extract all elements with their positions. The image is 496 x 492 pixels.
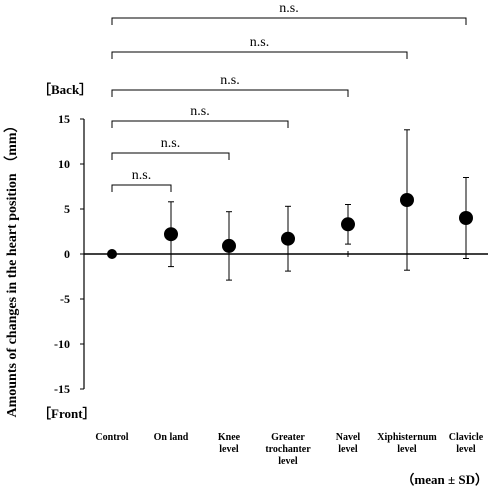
significance-brackets: n.s. n.s. n.s. n.s. n.s. n.s. (111, 1, 467, 192)
significance-bracket (111, 89, 349, 97)
y-tick-label: 5 (64, 202, 70, 216)
data-point (164, 227, 178, 242)
significance-bracket (111, 152, 230, 160)
data-point (341, 217, 355, 232)
significance-label: n.s. (279, 1, 298, 16)
significance-bracket (111, 184, 172, 192)
labels: Control On land Knee level Greater trochanter… (4, 82, 488, 487)
y-tick-label: 0 (64, 247, 70, 261)
x-tick-label: Navel level (336, 432, 361, 455)
y-axis-label: Amounts of changes in the heart position… (4, 118, 20, 417)
significance-label: n.s. (190, 104, 209, 119)
significance-bracket (111, 120, 289, 128)
significance-label: n.s. (132, 168, 151, 183)
front-label: ［Front］ (38, 406, 96, 421)
y-tick-label: -5 (60, 292, 70, 306)
data-point (281, 231, 295, 246)
data-marks (107, 129, 473, 281)
significance-label: n.s. (220, 73, 239, 88)
x-tick-label: Control (95, 432, 128, 443)
significance-label: n.s. (161, 136, 180, 151)
x-tick-label: Knee level (218, 432, 241, 455)
y-tick-label: -15 (54, 382, 70, 396)
y-tick-label: 15 (58, 112, 70, 126)
significance-bracket (111, 51, 408, 59)
back-label: ［Back］ (38, 82, 92, 97)
y-tick-label: -10 (54, 337, 70, 351)
significance-bracket (111, 17, 467, 25)
data-point (222, 238, 236, 253)
x-tick-label: Greater trochanter level (265, 432, 311, 467)
x-tick-label: Clavicle level (449, 432, 484, 455)
significance-label: n.s. (250, 35, 269, 50)
x-tick-label: On land (154, 432, 189, 443)
y-tick-label: 10 (58, 157, 70, 171)
x-tick-label: Xiphisternum level (377, 432, 437, 455)
mean-sd-note: （mean ± SD） (401, 472, 488, 487)
axes: 15 10 5 0 -5 -10 -15 (54, 112, 488, 396)
data-point (107, 249, 117, 259)
data-point (400, 193, 414, 207)
data-point (459, 211, 473, 225)
